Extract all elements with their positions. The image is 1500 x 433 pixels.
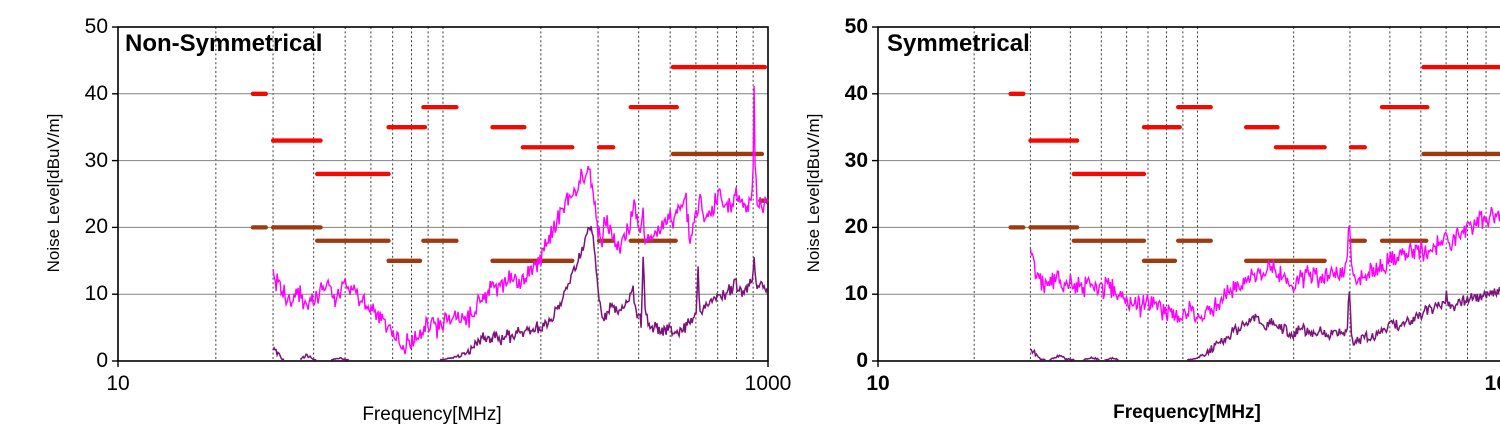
x-axis-label: Frequency[MHz] <box>1113 402 1261 423</box>
x-tick-label: 10 <box>866 372 890 395</box>
plot-area-symmetrical <box>872 26 1500 367</box>
plot-border <box>877 26 1500 362</box>
y-tick-label: 40 <box>84 81 108 105</box>
y-axis-label: Noise Level[dBuV/m] <box>44 113 63 273</box>
plot-border <box>117 26 769 362</box>
y-tick-label: 10 <box>84 282 108 306</box>
x-tick-label: 1000 <box>744 372 792 395</box>
y-tick-label: 20 <box>844 215 868 239</box>
x-tick-label: 10 <box>106 372 130 395</box>
y-tick-label: 40 <box>844 81 868 105</box>
noise-trace-purple <box>1030 287 1500 361</box>
noise-trace-purple <box>272 226 768 361</box>
y-tick-label: 0 <box>856 349 868 372</box>
y-tick-label: 50 <box>84 15 108 38</box>
plot-area-non-symmetrical <box>112 26 769 367</box>
chart-symmetrical: Symmetrical Noise Level[dBuV/m] Frequenc… <box>800 15 1500 433</box>
y-tick-label: 30 <box>844 148 868 172</box>
y-axis-label: Noise Level[dBuV/m] <box>804 113 823 273</box>
y-tick-label: 20 <box>84 215 108 239</box>
y-tick-label: 10 <box>844 282 868 306</box>
chart-title: Symmetrical <box>887 30 1030 57</box>
x-axis-label: Frequency[MHz] <box>362 404 502 425</box>
page-canvas: { "page": {"background": "#ffffff"}, "ch… <box>44 15 1500 425</box>
chart-non-symmetrical: Non-Symmetrical Noise Level[dBuV/m] Freq… <box>40 15 800 433</box>
noise-trace-magenta <box>1029 206 1500 323</box>
y-tick-label: 50 <box>844 15 868 38</box>
noise-trace-magenta <box>272 85 768 355</box>
x-tick-label: 1000 <box>1484 372 1500 395</box>
chart-title: Non-Symmetrical <box>125 30 323 57</box>
y-tick-label: 0 <box>96 349 108 372</box>
y-tick-label: 30 <box>84 148 108 172</box>
